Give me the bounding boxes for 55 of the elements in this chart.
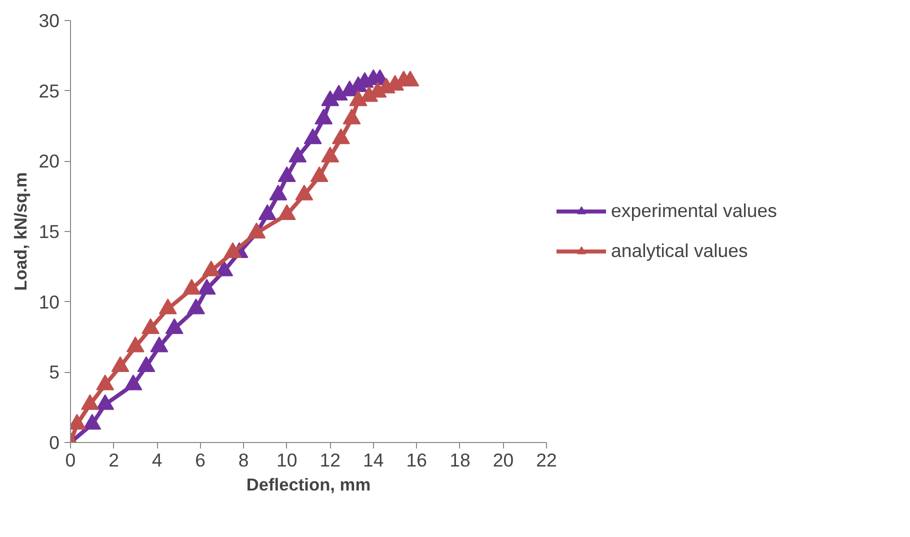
legend-label: experimental values bbox=[611, 200, 777, 222]
point bbox=[80, 394, 99, 410]
y-tick-label: 10 bbox=[38, 291, 60, 312]
x-tick-label: 2 bbox=[108, 450, 119, 470]
point bbox=[142, 318, 160, 334]
point bbox=[111, 356, 130, 372]
point bbox=[224, 242, 242, 258]
point bbox=[401, 70, 420, 86]
point bbox=[96, 394, 114, 410]
point bbox=[278, 166, 296, 182]
point bbox=[165, 318, 184, 334]
point bbox=[96, 374, 114, 390]
x-axis-title: Deflection, mm bbox=[246, 474, 371, 494]
point bbox=[310, 166, 328, 182]
point bbox=[304, 128, 322, 144]
point bbox=[314, 108, 333, 124]
point bbox=[202, 260, 220, 276]
x-tick-label: 4 bbox=[152, 450, 162, 470]
y-tick-label: 0 bbox=[49, 432, 60, 453]
point bbox=[321, 146, 340, 162]
y-tick-label: 15 bbox=[38, 221, 60, 242]
y-tick-label: 20 bbox=[38, 150, 60, 172]
point bbox=[215, 260, 234, 276]
point bbox=[342, 108, 361, 124]
y-tick-label: 30 bbox=[38, 10, 60, 31]
point bbox=[295, 184, 314, 200]
point bbox=[83, 414, 102, 430]
x-tick-label: 16 bbox=[406, 450, 428, 470]
x-tick-label: 12 bbox=[320, 450, 341, 470]
point bbox=[269, 184, 288, 200]
x-tick-label: 20 bbox=[492, 450, 514, 470]
y-axis-title: Load, kN/sq.m bbox=[10, 172, 31, 291]
point bbox=[288, 146, 307, 162]
x-tick-label: 22 bbox=[536, 450, 557, 470]
point bbox=[332, 128, 350, 144]
point bbox=[258, 204, 276, 220]
point bbox=[278, 204, 296, 220]
point bbox=[186, 298, 205, 314]
point bbox=[124, 374, 142, 390]
point bbox=[150, 336, 168, 352]
point bbox=[182, 278, 201, 295]
point bbox=[198, 278, 216, 295]
y-tick-label: 25 bbox=[38, 80, 60, 102]
point bbox=[137, 356, 156, 372]
x-tick-label: 8 bbox=[238, 450, 249, 470]
x-tick-label: 10 bbox=[276, 450, 298, 470]
legend-label: analytical values bbox=[611, 240, 748, 262]
point bbox=[349, 90, 368, 106]
y-tick-label: 5 bbox=[49, 362, 60, 383]
x-tick-label: 14 bbox=[363, 450, 384, 470]
x-tick-label: 18 bbox=[450, 450, 470, 470]
x-tick-label: 6 bbox=[195, 450, 206, 470]
point bbox=[126, 336, 144, 352]
point bbox=[158, 298, 177, 314]
x-tick-label: 0 bbox=[65, 450, 76, 470]
